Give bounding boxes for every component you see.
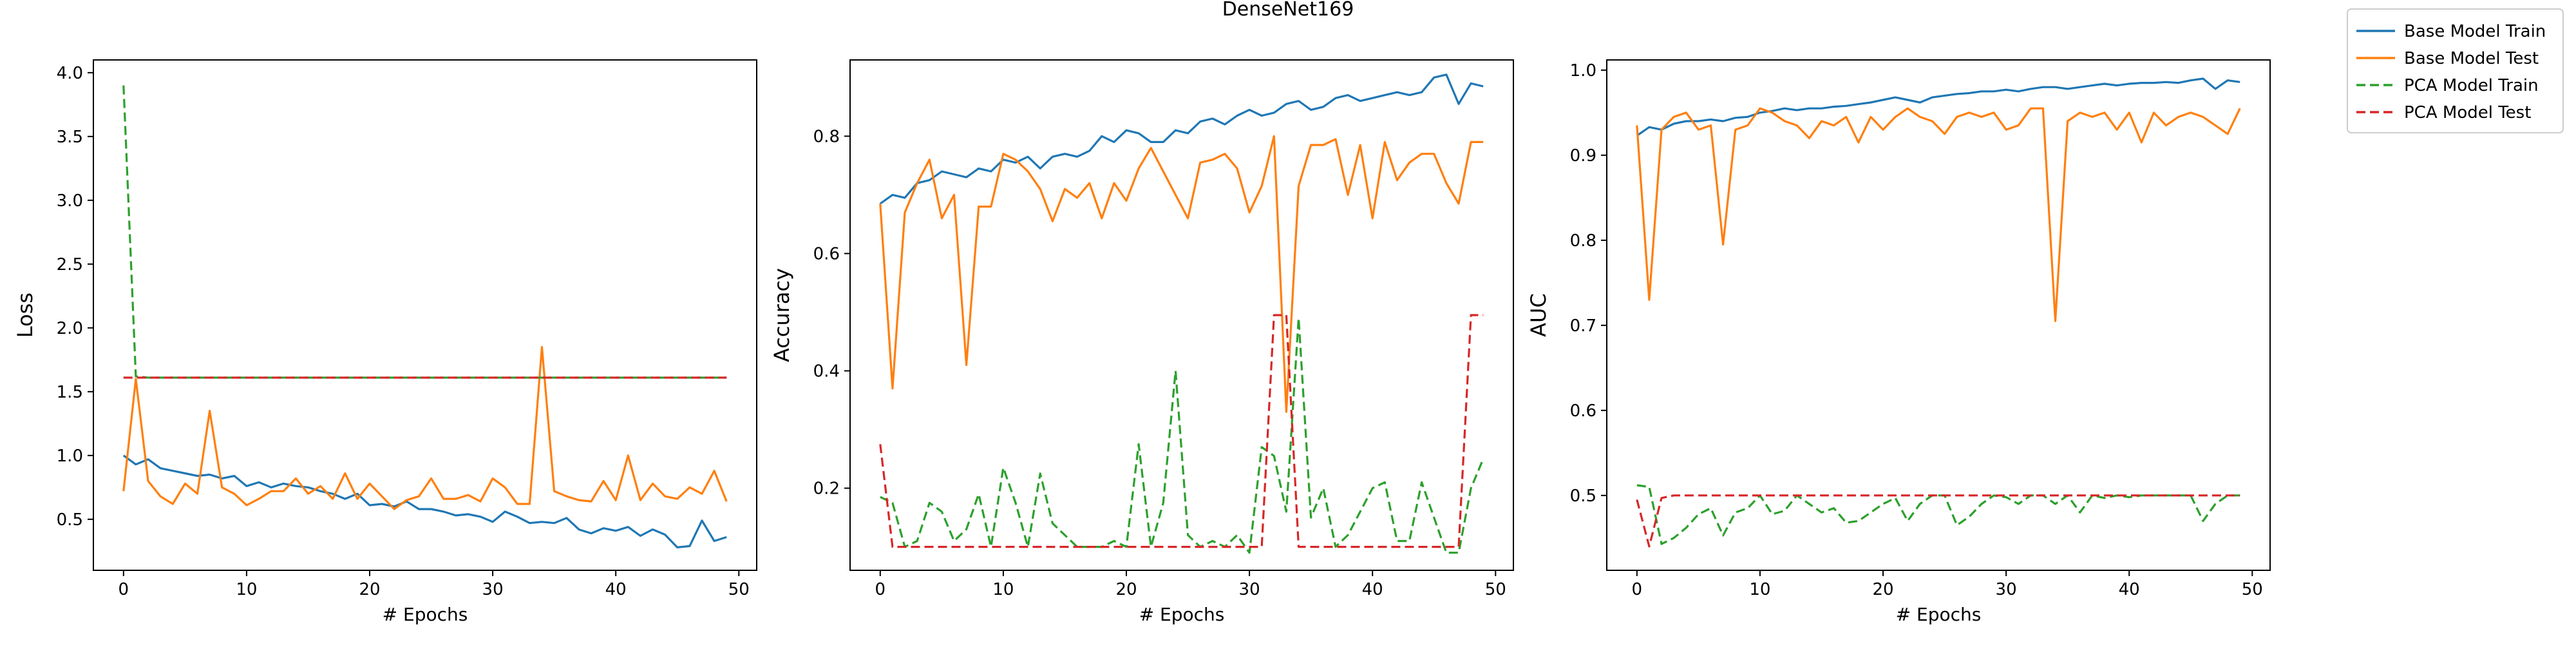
legend-label: PCA Model Train [2404, 76, 2539, 95]
x-tick-label: 20 [1872, 580, 1893, 599]
series-line-pca-model-train [880, 317, 1484, 554]
y-tick-label: 2.5 [57, 255, 83, 275]
subplot-group: 0 10 20 30 40 50 0.5 1.0 1.5 2.0 2.5 3.0 3.5 4.0 # Epo… [13, 59, 2271, 625]
series-line-base-model-train [1636, 77, 2240, 137]
x-tick-label: 50 [2242, 580, 2263, 599]
series-group [879, 73, 1484, 554]
figure-title: DenseNet169 [1222, 0, 1354, 21]
y-tick-label: 0.5 [1570, 487, 1596, 506]
x-tick-label: 50 [728, 580, 750, 599]
y-tick-label: 1.0 [57, 447, 83, 466]
series-line-pca-model-train [122, 85, 727, 379]
series-group [122, 85, 728, 549]
x-tick-label: 10 [1749, 580, 1770, 599]
y-axis-label: Loss [13, 293, 37, 338]
legend-label: PCA Model Test [2404, 103, 2531, 122]
y-tick-label: 2.0 [57, 319, 83, 338]
y-tick-label: 0.6 [813, 244, 840, 264]
x-axis-label: # Epochs [1139, 604, 1225, 625]
y-tick-label: 1.5 [57, 383, 83, 402]
series-line-base-model-test [122, 345, 728, 510]
subplot-1: 0 10 20 30 40 50 0.5 1.0 1.5 2.0 2.5 3.0 3.5 4.0 # Epo… [13, 59, 757, 625]
y-tick-label: 0.5 [57, 510, 83, 530]
y-tick-label: 4.0 [57, 64, 83, 83]
x-tick-label: 40 [2119, 580, 2140, 599]
series-line-base-model-train [122, 454, 727, 549]
legend-box [2347, 8, 2564, 133]
series-line-base-model-test [879, 135, 1484, 413]
x-tick-label: 30 [482, 580, 504, 599]
y-tick-label: 0.9 [1570, 146, 1596, 166]
y-tick-label: 0.8 [1570, 231, 1596, 251]
y-tick-label: 0.6 [1570, 401, 1596, 421]
subplot-3: 0 10 20 30 40 50 0.5 0.6 0.7 0.8 0.9 1.0 # Epochs AUC [1526, 59, 2271, 625]
series-line-pca-model-train [1636, 484, 2240, 545]
x-tick-label: 0 [875, 580, 886, 599]
y-axis-label: AUC [1526, 293, 1551, 337]
y-tick-label: 0.2 [813, 479, 840, 499]
x-tick-label: 0 [1632, 580, 1643, 599]
x-tick-label: 50 [1485, 580, 1506, 599]
x-tick-label: 0 [118, 580, 129, 599]
x-tick-label: 30 [1996, 580, 2017, 599]
y-tick-label: 3.0 [57, 191, 83, 211]
y-tick-label: 1.0 [1570, 61, 1596, 81]
x-tick-label: 30 [1239, 580, 1260, 599]
y-tick-label: 3.5 [57, 128, 83, 147]
y-axis-label: Accuracy [770, 268, 794, 362]
y-tick-label: 0.4 [813, 362, 840, 381]
x-tick-label: 20 [1115, 580, 1137, 599]
legend: Base Model Train Base Model Test PCA Model… [2347, 8, 2564, 133]
axes-frame [849, 59, 1514, 571]
series-line-base-model-test [1636, 107, 2241, 322]
x-tick-label: 10 [992, 580, 1014, 599]
series-line-pca-model-test [1636, 494, 2240, 548]
axes-frame [93, 59, 757, 571]
y-tick-label: 0.8 [813, 127, 840, 146]
subplot-2: 0 10 20 30 40 50 0.2 0.4 0.6 0.8 # Epochs Accuracy [770, 59, 1514, 625]
legend-label: Base Model Train [2404, 22, 2546, 41]
series-line-pca-model-test [879, 314, 1484, 548]
y-tick-label: 0.7 [1570, 316, 1596, 336]
x-axis-label: # Epochs [383, 604, 468, 625]
x-tick-label: 20 [359, 580, 380, 599]
axes-frame [1606, 59, 2271, 571]
x-axis-label: # Epochs [1896, 604, 1982, 625]
x-tick-label: 40 [1362, 580, 1383, 599]
legend-label: Base Model Test [2404, 49, 2539, 68]
series-group [1636, 77, 2241, 548]
series-line-base-model-train [879, 73, 1484, 205]
x-tick-label: 10 [236, 580, 257, 599]
x-tick-label: 40 [605, 580, 627, 599]
